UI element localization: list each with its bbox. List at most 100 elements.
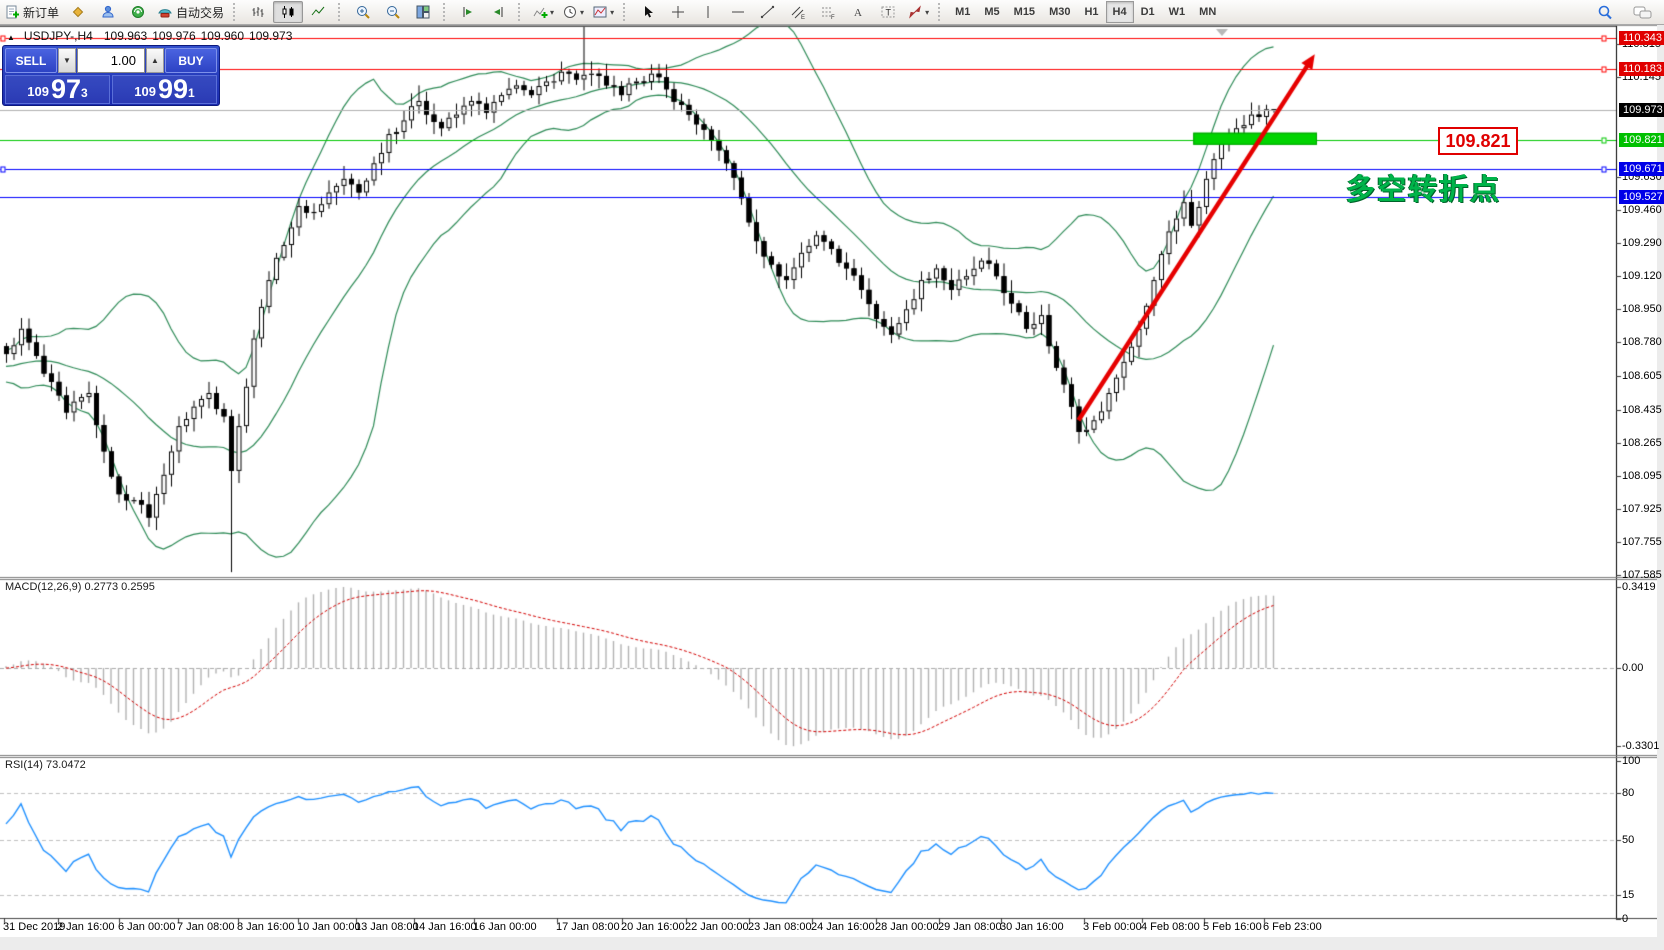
timeframe-h1-button[interactable]: H1 bbox=[1084, 6, 1099, 18]
horizontal-line-button[interactable] bbox=[723, 1, 753, 23]
trendline-button[interactable] bbox=[753, 1, 783, 23]
chart-line-button[interactable] bbox=[303, 1, 333, 23]
time-axis-label: 10 Jan 00:00 bbox=[297, 921, 361, 933]
svg-text:F: F bbox=[831, 15, 835, 20]
chart-shift-button[interactable] bbox=[483, 1, 513, 23]
sell-price-button[interactable]: 109 97 3 bbox=[5, 75, 110, 104]
vline-icon bbox=[700, 4, 716, 20]
time-axis-label: 6 Jan 00:00 bbox=[118, 921, 176, 933]
zoom-out-button[interactable] bbox=[378, 1, 408, 23]
chart-candles-button[interactable] bbox=[273, 1, 304, 23]
price-callout-label[interactable]: 109.821 bbox=[1438, 127, 1518, 155]
toolbar-separator bbox=[938, 3, 944, 21]
axis-label: 108.780 bbox=[1622, 336, 1662, 348]
text-label-button[interactable]: T bbox=[873, 1, 903, 23]
cursor-icon bbox=[640, 4, 656, 20]
axis-label: 50 bbox=[1622, 834, 1635, 846]
volume-increase-button[interactable]: ▲ bbox=[146, 48, 164, 73]
equidistant-channel-button[interactable]: E bbox=[783, 1, 813, 23]
timeframe-m5-button[interactable]: M5 bbox=[984, 6, 1000, 18]
indicators-list-button[interactable]: ▾ bbox=[528, 1, 558, 23]
axis-label: 108.605 bbox=[1622, 370, 1662, 382]
time-axis-label: 13 Jan 08:00 bbox=[355, 921, 419, 933]
axis-label: 109.290 bbox=[1622, 237, 1662, 249]
time-axis-label: 16 Jan 00:00 bbox=[473, 921, 537, 933]
timeframe-m15-button[interactable]: M15 bbox=[1013, 6, 1036, 18]
timeframe-mn-button[interactable]: MN bbox=[1199, 6, 1217, 18]
zoom-in-icon bbox=[355, 4, 371, 20]
collapse-arrow-icon[interactable]: ▲ bbox=[7, 33, 15, 42]
chat-button[interactable] bbox=[1628, 2, 1658, 24]
new-order-icon bbox=[4, 4, 20, 20]
trendline-icon bbox=[760, 4, 776, 20]
price-tag: 109.527 bbox=[1619, 190, 1664, 204]
tile-windows-button[interactable] bbox=[408, 1, 438, 23]
navigator-icon bbox=[130, 4, 146, 20]
volume-input[interactable]: 1.00 bbox=[77, 48, 145, 73]
axis-label: 15 bbox=[1622, 889, 1635, 901]
buy-button[interactable]: BUY bbox=[165, 48, 217, 73]
bars-icon bbox=[250, 4, 266, 20]
arrows-button[interactable]: ▾ bbox=[903, 1, 933, 23]
volume-decrease-button[interactable]: ▼ bbox=[58, 48, 76, 73]
time-axis-label: 6 Feb 23:00 bbox=[1263, 921, 1322, 933]
buy-price-figure: 109 bbox=[134, 84, 156, 99]
crosshair-button[interactable] bbox=[663, 1, 693, 23]
timeframe-d1-button[interactable]: D1 bbox=[1140, 6, 1155, 18]
toolbar-separator bbox=[338, 3, 344, 21]
text-a-icon: A bbox=[850, 4, 866, 20]
text-t-icon: T bbox=[880, 4, 896, 20]
time-axis-label: 31 Dec 2019 bbox=[3, 921, 66, 933]
price-tag: 110.183 bbox=[1619, 62, 1664, 76]
search-button[interactable] bbox=[1590, 2, 1620, 24]
text-button[interactable]: A bbox=[843, 1, 873, 23]
template-icon bbox=[592, 4, 608, 20]
toolbar-separator bbox=[443, 3, 449, 21]
tile-icon bbox=[415, 4, 431, 20]
toolbar-separator bbox=[233, 3, 239, 21]
sell-button[interactable]: SELL bbox=[5, 48, 57, 73]
autotrading-button[interactable]: 自动交易 bbox=[153, 1, 228, 23]
data-window-button[interactable] bbox=[93, 1, 123, 23]
toolbar-separator bbox=[518, 3, 524, 21]
clock-icon bbox=[562, 4, 578, 20]
chevron-down-icon: ▾ bbox=[550, 7, 555, 17]
zoom-in-button[interactable] bbox=[348, 1, 378, 23]
chart-title: ▲ USDJPY-,H4 109.963 109.976 109.960 109.973 bbox=[7, 29, 297, 43]
one-click-trading-panel: SELL ▼ 1.00 ▲ BUY 109 97 3 109 99 1 bbox=[2, 45, 220, 106]
toolbar-separator bbox=[623, 3, 629, 21]
cursor-button[interactable] bbox=[633, 1, 663, 23]
buy-price-pips: 99 bbox=[157, 74, 189, 104]
axis-label: 108.950 bbox=[1622, 303, 1662, 315]
chevron-down-icon: ▾ bbox=[610, 7, 615, 17]
timeframe-h4-button[interactable]: H4 bbox=[1105, 1, 1134, 23]
axis-label: 0.3419 bbox=[1622, 581, 1656, 593]
templates-button[interactable]: ▾ bbox=[588, 1, 618, 23]
auto-scroll-button[interactable] bbox=[453, 1, 483, 23]
navigator-button[interactable] bbox=[123, 1, 153, 23]
crosshair-icon bbox=[670, 4, 686, 20]
timeframe-w1-button[interactable]: W1 bbox=[1168, 6, 1186, 18]
periods-button[interactable]: ▾ bbox=[558, 1, 588, 23]
rsi-indicator-label: RSI(14) 73.0472 bbox=[5, 759, 86, 771]
timeframe-m30-button[interactable]: M30 bbox=[1049, 6, 1071, 18]
time-axis-label: 23 Jan 08:00 bbox=[748, 921, 812, 933]
pivot-annotation-text[interactable]: 多空转折点 bbox=[1346, 174, 1502, 206]
status-strip bbox=[0, 937, 1664, 950]
vertical-line-button[interactable] bbox=[693, 1, 723, 23]
fibonacci-button[interactable]: F bbox=[813, 1, 843, 23]
timeframe-m1-button[interactable]: M1 bbox=[955, 6, 971, 18]
chevron-down-icon: ▾ bbox=[925, 7, 930, 17]
buy-price-button[interactable]: 109 99 1 bbox=[112, 75, 217, 104]
chart-bars-button[interactable] bbox=[243, 1, 273, 23]
market-watch-button[interactable] bbox=[63, 1, 93, 23]
new-order-button[interactable]: 新订单 bbox=[0, 1, 63, 23]
quote-open: 109.963 bbox=[103, 29, 148, 43]
svg-text:A: A bbox=[854, 7, 862, 19]
fibo-icon: F bbox=[820, 4, 836, 20]
axis-label: 109.120 bbox=[1622, 270, 1662, 282]
indicators-icon bbox=[532, 4, 548, 20]
macd-indicator-label: MACD(12,26,9) 0.2773 0.2595 bbox=[5, 581, 155, 593]
